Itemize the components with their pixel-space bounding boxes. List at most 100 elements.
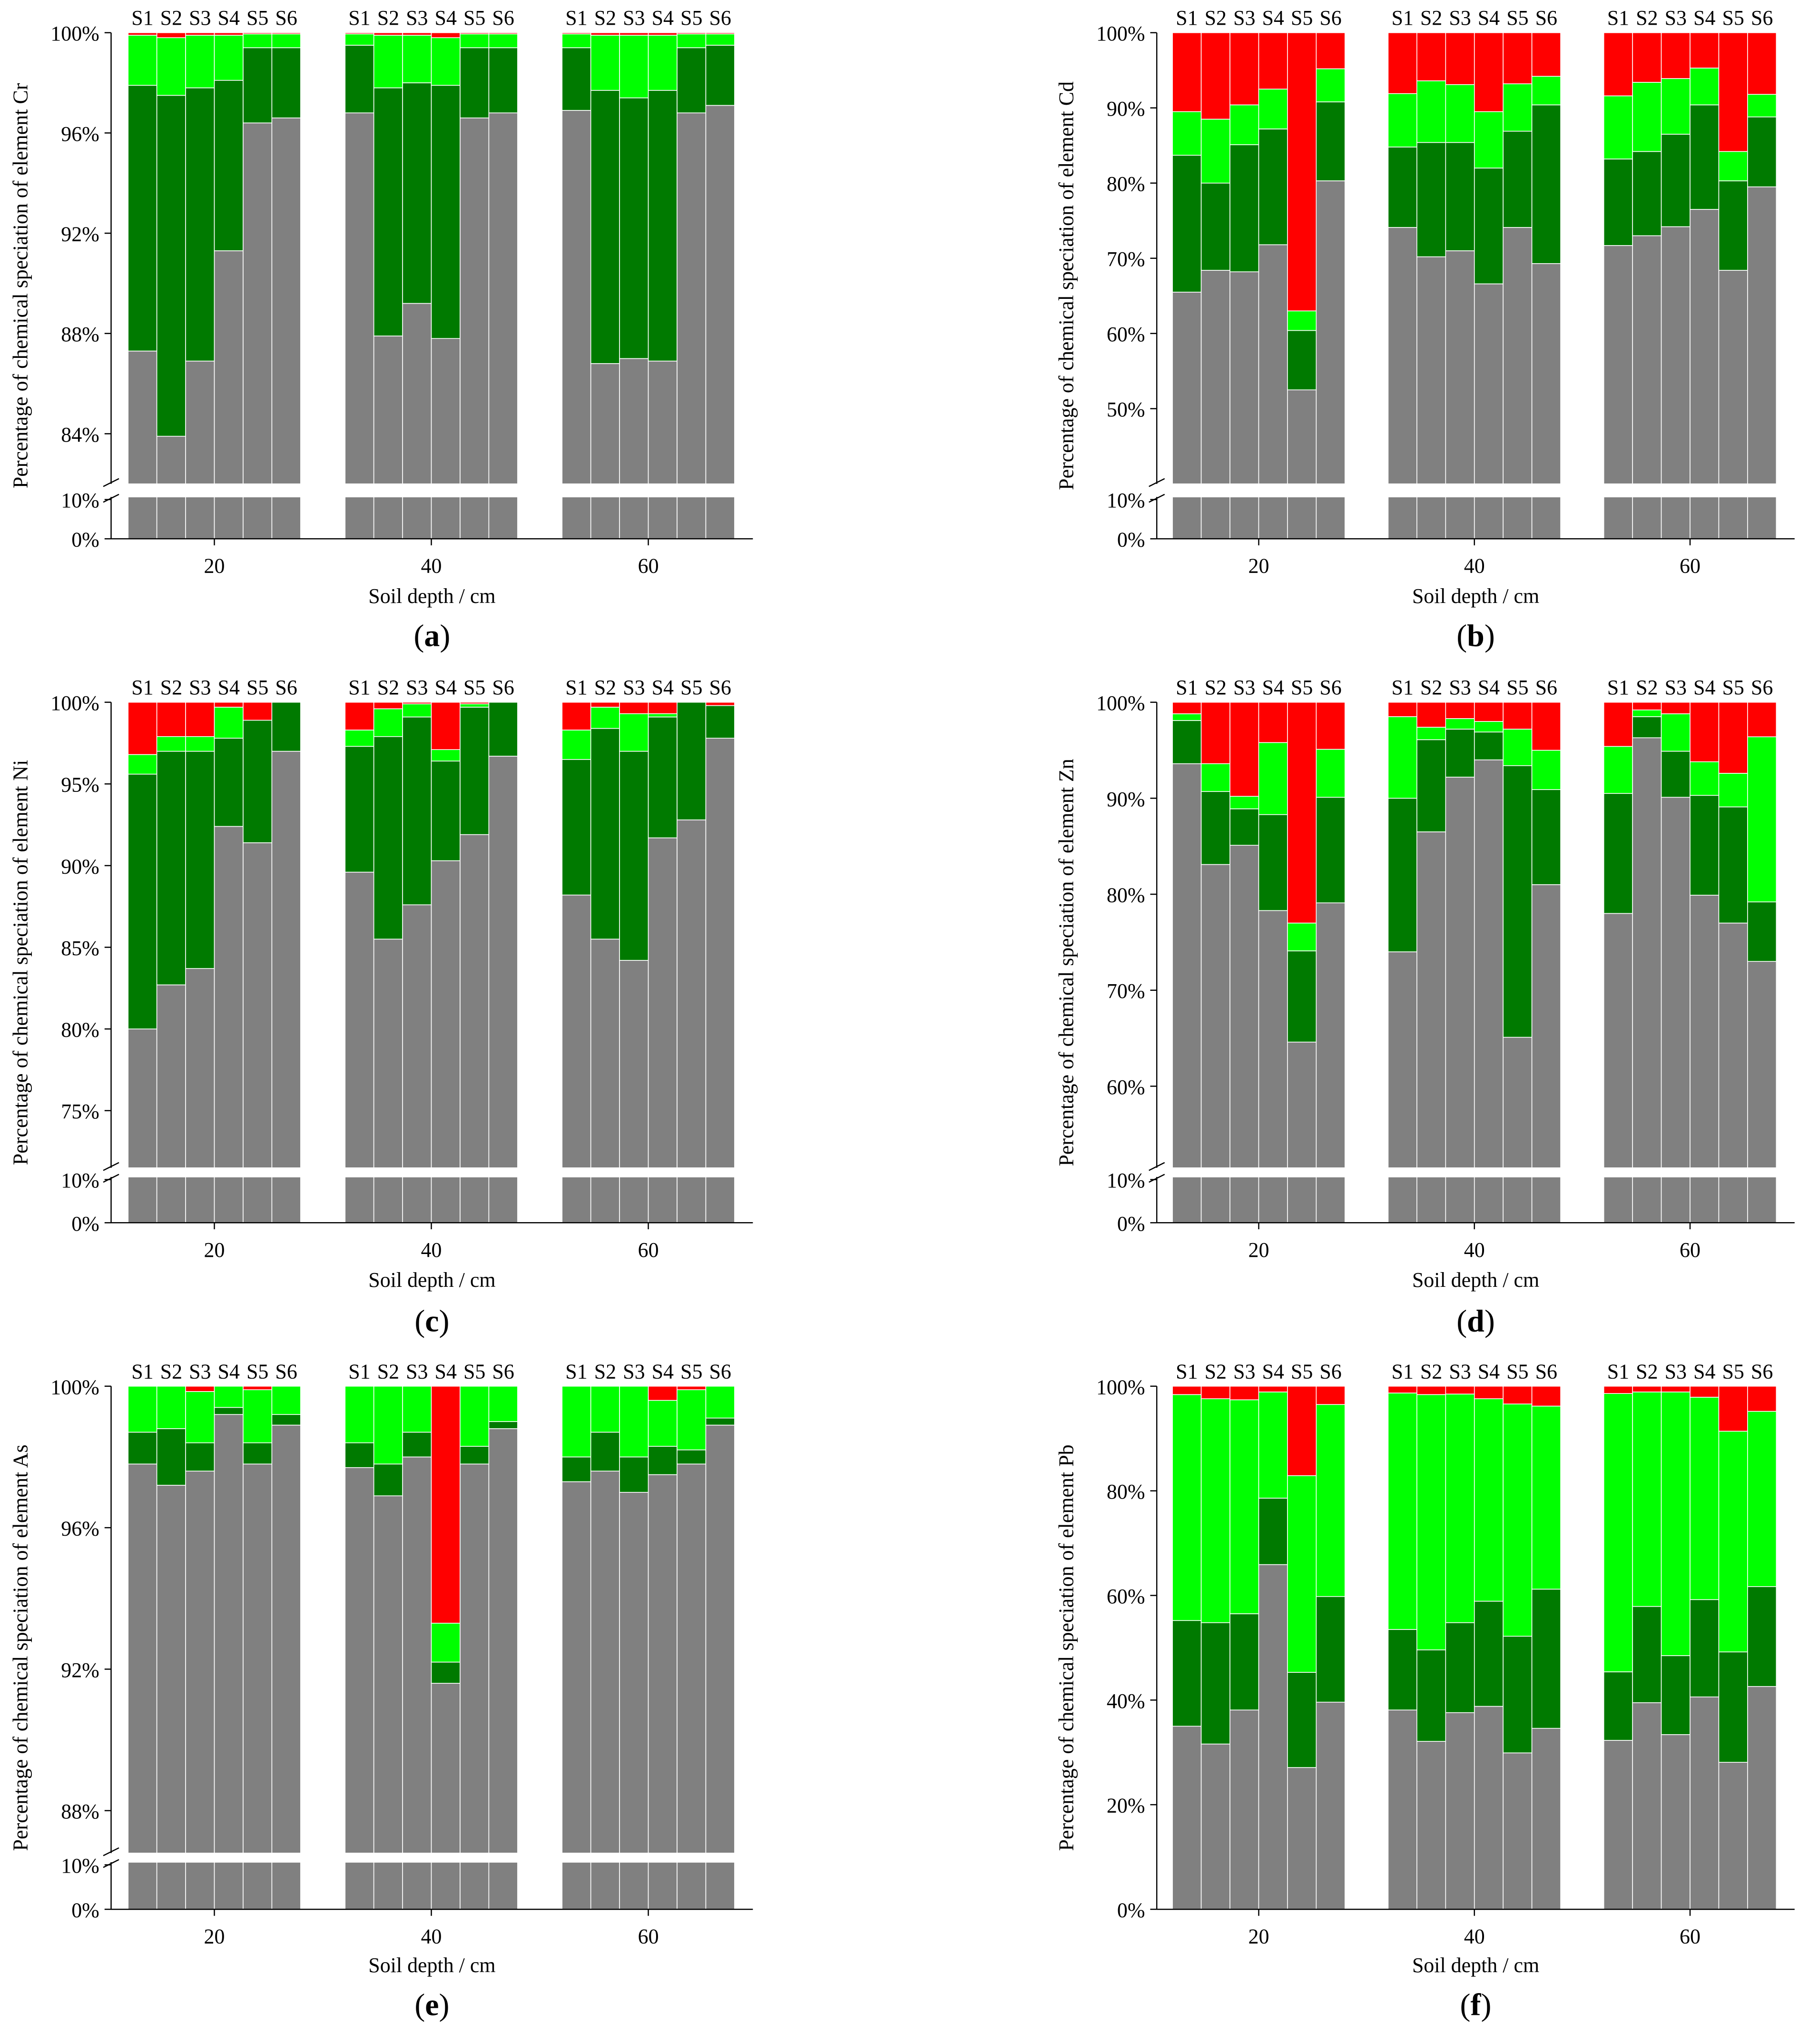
bar-segment-oxidizable bbox=[561, 47, 591, 111]
bar-segment-residual-low bbox=[1287, 1176, 1317, 1224]
bar-60-S5: S5 bbox=[1718, 6, 1748, 539]
sample-label: S3 bbox=[1665, 1360, 1687, 1383]
bar-segment-oxidizable bbox=[1661, 750, 1691, 798]
bar-segment-oxidizable bbox=[1503, 130, 1533, 228]
bar-segment-residual-low bbox=[344, 496, 374, 539]
bar-segment-reducible bbox=[214, 1385, 244, 1408]
bar-segment-residual bbox=[271, 117, 301, 484]
bar-segment-residual-low bbox=[1718, 496, 1748, 539]
bar-segment-oxidizable bbox=[677, 47, 707, 114]
bar-segment-acid-soluble bbox=[648, 701, 678, 714]
y-tick-label: 96% bbox=[61, 1517, 99, 1540]
axis-break-mark bbox=[1149, 1162, 1165, 1171]
bar-segment-residual-low bbox=[1258, 496, 1288, 539]
sample-label: S5 bbox=[246, 6, 268, 30]
bar-segment-acid-soluble bbox=[1690, 32, 1720, 69]
bar-segment-oxidizable bbox=[185, 87, 215, 362]
bar-segment-residual bbox=[373, 1495, 403, 1854]
panel-label: (a) bbox=[413, 618, 450, 653]
bar-segment-residual bbox=[590, 938, 620, 1168]
y-tick-label: 80% bbox=[1107, 1480, 1145, 1503]
bar-segment-residual-low bbox=[1387, 496, 1417, 539]
bar-segment-residual bbox=[128, 1028, 157, 1168]
bar-60-S6: S6 bbox=[1747, 1360, 1777, 1910]
panel-label: (f) bbox=[1460, 1988, 1492, 2023]
bar-segment-residual bbox=[128, 350, 157, 484]
sample-label: S3 bbox=[406, 1360, 428, 1383]
bar-segment-oxidizable bbox=[619, 750, 649, 961]
bar-segment-reducible bbox=[1287, 310, 1317, 331]
sample-label: S2 bbox=[377, 6, 399, 30]
bar-segment-acid-soluble bbox=[460, 701, 490, 704]
bar-segment-acid-soluble bbox=[1661, 1385, 1691, 1392]
bar-segment-residual-low bbox=[1316, 496, 1346, 539]
bar-segment-reducible bbox=[344, 1385, 374, 1443]
bar-segment-oxidizable bbox=[1747, 116, 1777, 188]
sample-label: S2 bbox=[1205, 676, 1227, 699]
bar-segment-acid-soluble bbox=[243, 701, 273, 721]
bar-60-S1: S1 bbox=[561, 6, 591, 539]
bar-40-S5: S5 bbox=[460, 6, 490, 539]
bar-segment-oxidizable bbox=[243, 1442, 273, 1465]
bar-segment-residual bbox=[344, 1467, 374, 1854]
sample-label: S6 bbox=[1535, 6, 1557, 30]
bar-segment-acid-soluble bbox=[373, 32, 403, 36]
bar-segment-residual bbox=[1316, 1701, 1346, 1910]
bar-segment-residual bbox=[156, 984, 186, 1168]
sample-label: S2 bbox=[377, 1360, 399, 1383]
bar-segment-oxidizable bbox=[1416, 739, 1446, 832]
bar-60-S3: S3 bbox=[1661, 676, 1691, 1224]
bar-segment-oxidizable bbox=[243, 720, 273, 843]
bar-segment-residual bbox=[619, 358, 649, 484]
bar-40-S1: S1 bbox=[344, 6, 374, 539]
bar-segment-residual bbox=[619, 1491, 649, 1854]
y-tick-label: 75% bbox=[61, 1100, 99, 1123]
bar-segment-oxidizable bbox=[243, 47, 273, 124]
bar-segment-reducible bbox=[1747, 1411, 1777, 1587]
bar-segment-residual bbox=[271, 1424, 301, 1854]
bar-60-S2: S2 bbox=[1632, 1360, 1662, 1910]
sample-label: S2 bbox=[160, 676, 182, 699]
sample-label: S6 bbox=[492, 676, 514, 699]
x-tick-label: 40 bbox=[1464, 1925, 1485, 1948]
bar-segment-reducible bbox=[1416, 727, 1446, 741]
bar-segment-residual bbox=[1531, 884, 1561, 1168]
bar-segment-residual-low bbox=[214, 496, 244, 539]
chart-panel-c: S1 S2 S3 S4 S5 S6 20 S1 S2 S3 S4 S5 S6 40 S1 S2 S3 S4 S5 S6… bbox=[9, 676, 753, 1338]
y-tick-label: 40% bbox=[1107, 1689, 1145, 1713]
bar-segment-oxidizable bbox=[1287, 1672, 1317, 1768]
bar-segment-residual bbox=[214, 250, 244, 484]
bar-segment-residual bbox=[1387, 227, 1417, 484]
sample-label: S4 bbox=[1262, 676, 1284, 699]
bar-segment-oxidizable bbox=[431, 1661, 461, 1684]
sample-label: S1 bbox=[348, 6, 370, 30]
x-tick-label: 60 bbox=[1680, 554, 1701, 578]
bar-segment-residual bbox=[648, 1474, 678, 1854]
sample-label: S1 bbox=[131, 1360, 153, 1383]
bar-40-S2: S2 bbox=[1416, 6, 1446, 539]
bar-segment-reducible bbox=[1747, 94, 1777, 118]
bar-segment-reducible bbox=[1258, 1392, 1288, 1499]
bar-segment-oxidizable bbox=[1287, 330, 1317, 391]
bar-segment-residual bbox=[705, 1424, 735, 1854]
bar-segment-residual bbox=[1603, 245, 1633, 484]
bar-segment-oxidizable bbox=[1747, 1586, 1777, 1687]
bar-segment-residual-low bbox=[1200, 1176, 1230, 1224]
sample-label: S1 bbox=[1391, 6, 1413, 30]
bar-segment-residual-low bbox=[1287, 496, 1317, 539]
sample-label: S5 bbox=[463, 6, 485, 30]
bar-segment-oxidizable bbox=[1632, 716, 1662, 739]
sample-label: S2 bbox=[1636, 1360, 1658, 1383]
bar-segment-acid-soluble bbox=[1258, 701, 1288, 743]
bar-40-S3: S3 bbox=[402, 676, 432, 1224]
bar-segment-oxidizable bbox=[1718, 806, 1748, 924]
bar-40-S4: S4 bbox=[431, 676, 461, 1224]
y-tick-label: 80% bbox=[1107, 884, 1145, 907]
bar-segment-residual bbox=[185, 360, 215, 484]
bar-60-S4: S4 bbox=[648, 676, 678, 1224]
bar-20-S4: S4 bbox=[1258, 1360, 1288, 1910]
bar-segment-acid-soluble bbox=[1632, 1385, 1662, 1392]
bar-segment-residual bbox=[705, 105, 735, 484]
axes: 0% 20% 40% 60% 80% 100% bbox=[1096, 1375, 1795, 1922]
bar-segment-oxidizable bbox=[1503, 765, 1533, 1038]
